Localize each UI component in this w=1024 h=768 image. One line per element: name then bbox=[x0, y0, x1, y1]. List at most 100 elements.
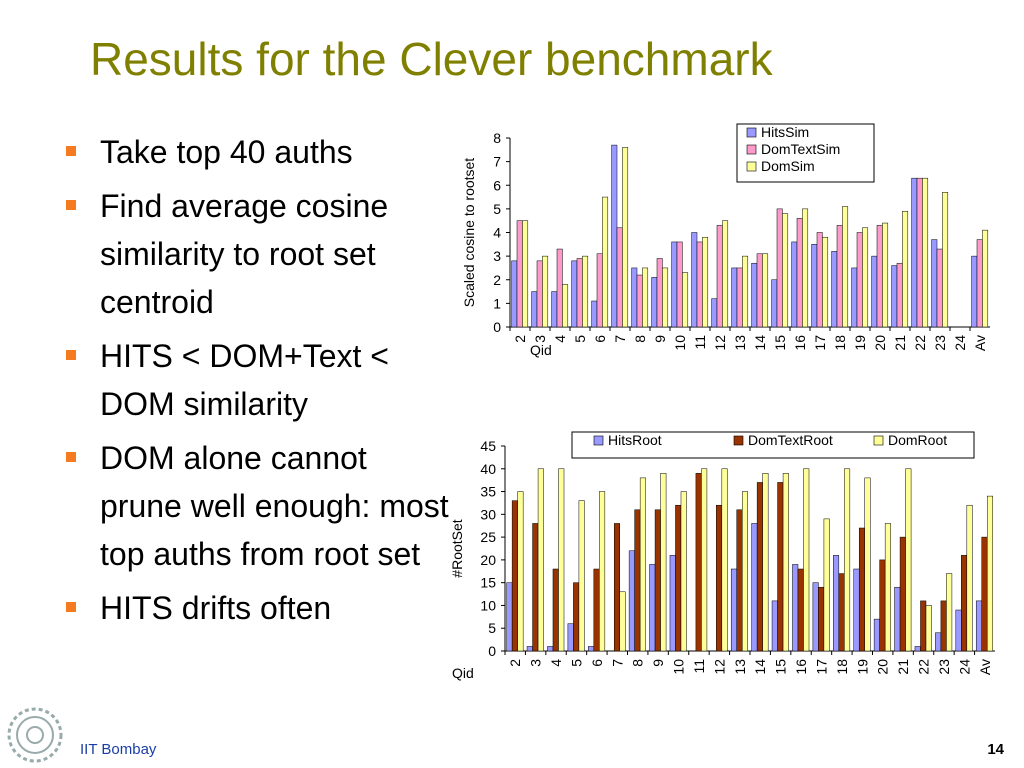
y-tick-label: 15 bbox=[480, 575, 496, 591]
bar-DomRoot-15 bbox=[782, 473, 789, 652]
y-tick-label: 0 bbox=[488, 643, 496, 659]
bar-DomTextSim-3 bbox=[536, 260, 543, 328]
x-tick-label: 3 bbox=[532, 335, 548, 343]
legend-label-HitsRoot: HitsRoot bbox=[608, 432, 662, 448]
bullet-text: HITS drifts often bbox=[100, 590, 332, 626]
bar-DomSim-12 bbox=[722, 220, 729, 328]
y-tick-label: 1 bbox=[493, 295, 501, 311]
bar-DomRoot-12 bbox=[721, 468, 728, 652]
bar-DomRoot-9 bbox=[660, 473, 667, 652]
bullet-item: HITS < DOM+Text < DOM similarity bbox=[62, 332, 452, 428]
bar-DomTextSim-8 bbox=[636, 274, 643, 328]
y-tick-label: 5 bbox=[488, 620, 496, 636]
bar-DomTextSim-Av bbox=[976, 239, 983, 328]
bar-HitsSim-10 bbox=[671, 241, 678, 328]
bar-DomTextSim-23 bbox=[936, 248, 943, 328]
bar-DomRoot-2 bbox=[517, 491, 524, 652]
y-tick-label: 8 bbox=[493, 130, 501, 146]
y-tick-label: 4 bbox=[493, 225, 501, 241]
bullet-text: Find average cosine similarity to root s… bbox=[100, 188, 389, 320]
x-tick-label: 17 bbox=[812, 335, 828, 351]
bullet-marker-icon bbox=[66, 200, 76, 210]
bar-DomTextRoot-10 bbox=[675, 504, 682, 652]
bar-HitsRoot-9 bbox=[649, 564, 656, 652]
legend-swatch-DomRoot bbox=[873, 435, 884, 446]
bullet-item: Find average cosine similarity to root s… bbox=[62, 182, 452, 326]
x-tick-label: 18 bbox=[834, 659, 850, 675]
bar-HitsSim-15 bbox=[771, 279, 778, 328]
bar-HitsRoot-13 bbox=[730, 568, 737, 652]
bar-HitsSim-14 bbox=[751, 262, 758, 328]
bar-DomRoot-20 bbox=[884, 523, 891, 652]
x-tick-label: 20 bbox=[872, 335, 888, 351]
bullet-item: DOM alone cannot prune well enough: most… bbox=[62, 434, 452, 578]
x-tick-label: 19 bbox=[854, 659, 870, 675]
bar-DomTextRoot-2 bbox=[511, 500, 518, 652]
x-tick-label: 20 bbox=[875, 659, 891, 675]
bar-HitsRoot-6 bbox=[588, 646, 595, 652]
bar-DomTextRoot-23 bbox=[940, 600, 947, 652]
legend-label-HitsSim: HitsSim bbox=[761, 124, 809, 140]
bar-DomSim-21 bbox=[902, 210, 909, 328]
bullet-list: Take top 40 auths Find average cosine si… bbox=[62, 128, 452, 638]
legend-swatch-DomSim bbox=[746, 161, 757, 172]
x-tick-label: 11 bbox=[692, 335, 708, 350]
bar-HitsSim-17 bbox=[811, 244, 818, 328]
bar-HitsSim-21 bbox=[891, 265, 898, 328]
bar-HitsSim-22 bbox=[911, 177, 918, 328]
bar-HitsSim-5 bbox=[571, 260, 578, 328]
bar-DomTextSim-2 bbox=[516, 220, 523, 328]
bullet-marker-icon bbox=[66, 452, 76, 462]
bar-DomSim-20 bbox=[882, 222, 889, 328]
legend-swatch-HitsSim bbox=[746, 127, 757, 138]
bar-DomRoot-6 bbox=[599, 491, 606, 652]
legend-swatch-DomTextSim bbox=[746, 144, 757, 155]
x-tick-label: 24 bbox=[956, 659, 972, 675]
bar-DomTextRoot-5 bbox=[573, 582, 580, 652]
y-tick-label: 5 bbox=[493, 201, 501, 217]
bar-HitsRoot-Av bbox=[975, 600, 982, 652]
y-tick-label: 30 bbox=[480, 506, 496, 522]
bar-DomTextRoot-4 bbox=[552, 568, 559, 652]
bar-HitsRoot-22 bbox=[914, 646, 921, 652]
legend-label-DomTextRoot: DomTextRoot bbox=[748, 432, 833, 448]
bar-HitsSim-8 bbox=[631, 267, 638, 328]
bar-DomTextRoot-12 bbox=[716, 504, 723, 652]
x-tick-label: 5 bbox=[572, 335, 588, 343]
x-tick-label: 8 bbox=[632, 335, 648, 343]
bar-DomTextRoot-18 bbox=[838, 573, 845, 652]
bar-DomTextSim-5 bbox=[576, 258, 583, 328]
bar-DomTextRoot-22 bbox=[920, 600, 927, 652]
bar-DomTextRoot-Av bbox=[981, 536, 988, 652]
bar-DomSim-7 bbox=[622, 147, 629, 328]
bar-DomTextSim-14 bbox=[756, 253, 763, 328]
bar-DomTextSim-20 bbox=[876, 225, 883, 328]
bar-HitsSim-2 bbox=[511, 260, 518, 328]
bar-DomSim-3 bbox=[542, 255, 549, 328]
bullet-text: Take top 40 auths bbox=[100, 134, 353, 170]
bar-HitsRoot-16 bbox=[792, 564, 799, 652]
bar-DomSim-11 bbox=[702, 236, 709, 328]
bar-DomSim-16 bbox=[802, 208, 809, 328]
bullet-marker-icon bbox=[66, 350, 76, 360]
bar-HitsRoot-18 bbox=[833, 555, 840, 652]
bar-HitsRoot-17 bbox=[812, 582, 819, 652]
bar-HitsSim-19 bbox=[851, 267, 858, 328]
bar-DomRoot-7 bbox=[619, 591, 626, 652]
y-tick-label: 7 bbox=[493, 154, 501, 170]
x-tick-label: 7 bbox=[612, 335, 628, 343]
bar-DomTextSim-12 bbox=[716, 225, 723, 328]
bar-DomSim-17 bbox=[822, 236, 829, 328]
x-tick-label: 10 bbox=[672, 335, 688, 351]
bar-HitsSim-Av bbox=[971, 255, 978, 328]
bar-HitsSim-12 bbox=[711, 298, 718, 328]
x-tick-label: 6 bbox=[589, 659, 605, 667]
y-tick-label: 0 bbox=[493, 319, 501, 335]
bar-HitsSim-20 bbox=[871, 255, 878, 328]
legend-swatch-HitsRoot bbox=[593, 435, 604, 446]
x-tick-label: 4 bbox=[552, 335, 568, 343]
bullet-item: Take top 40 auths bbox=[62, 128, 452, 176]
x-tick-label: 22 bbox=[916, 659, 932, 675]
x-tick-label: 21 bbox=[892, 335, 908, 351]
